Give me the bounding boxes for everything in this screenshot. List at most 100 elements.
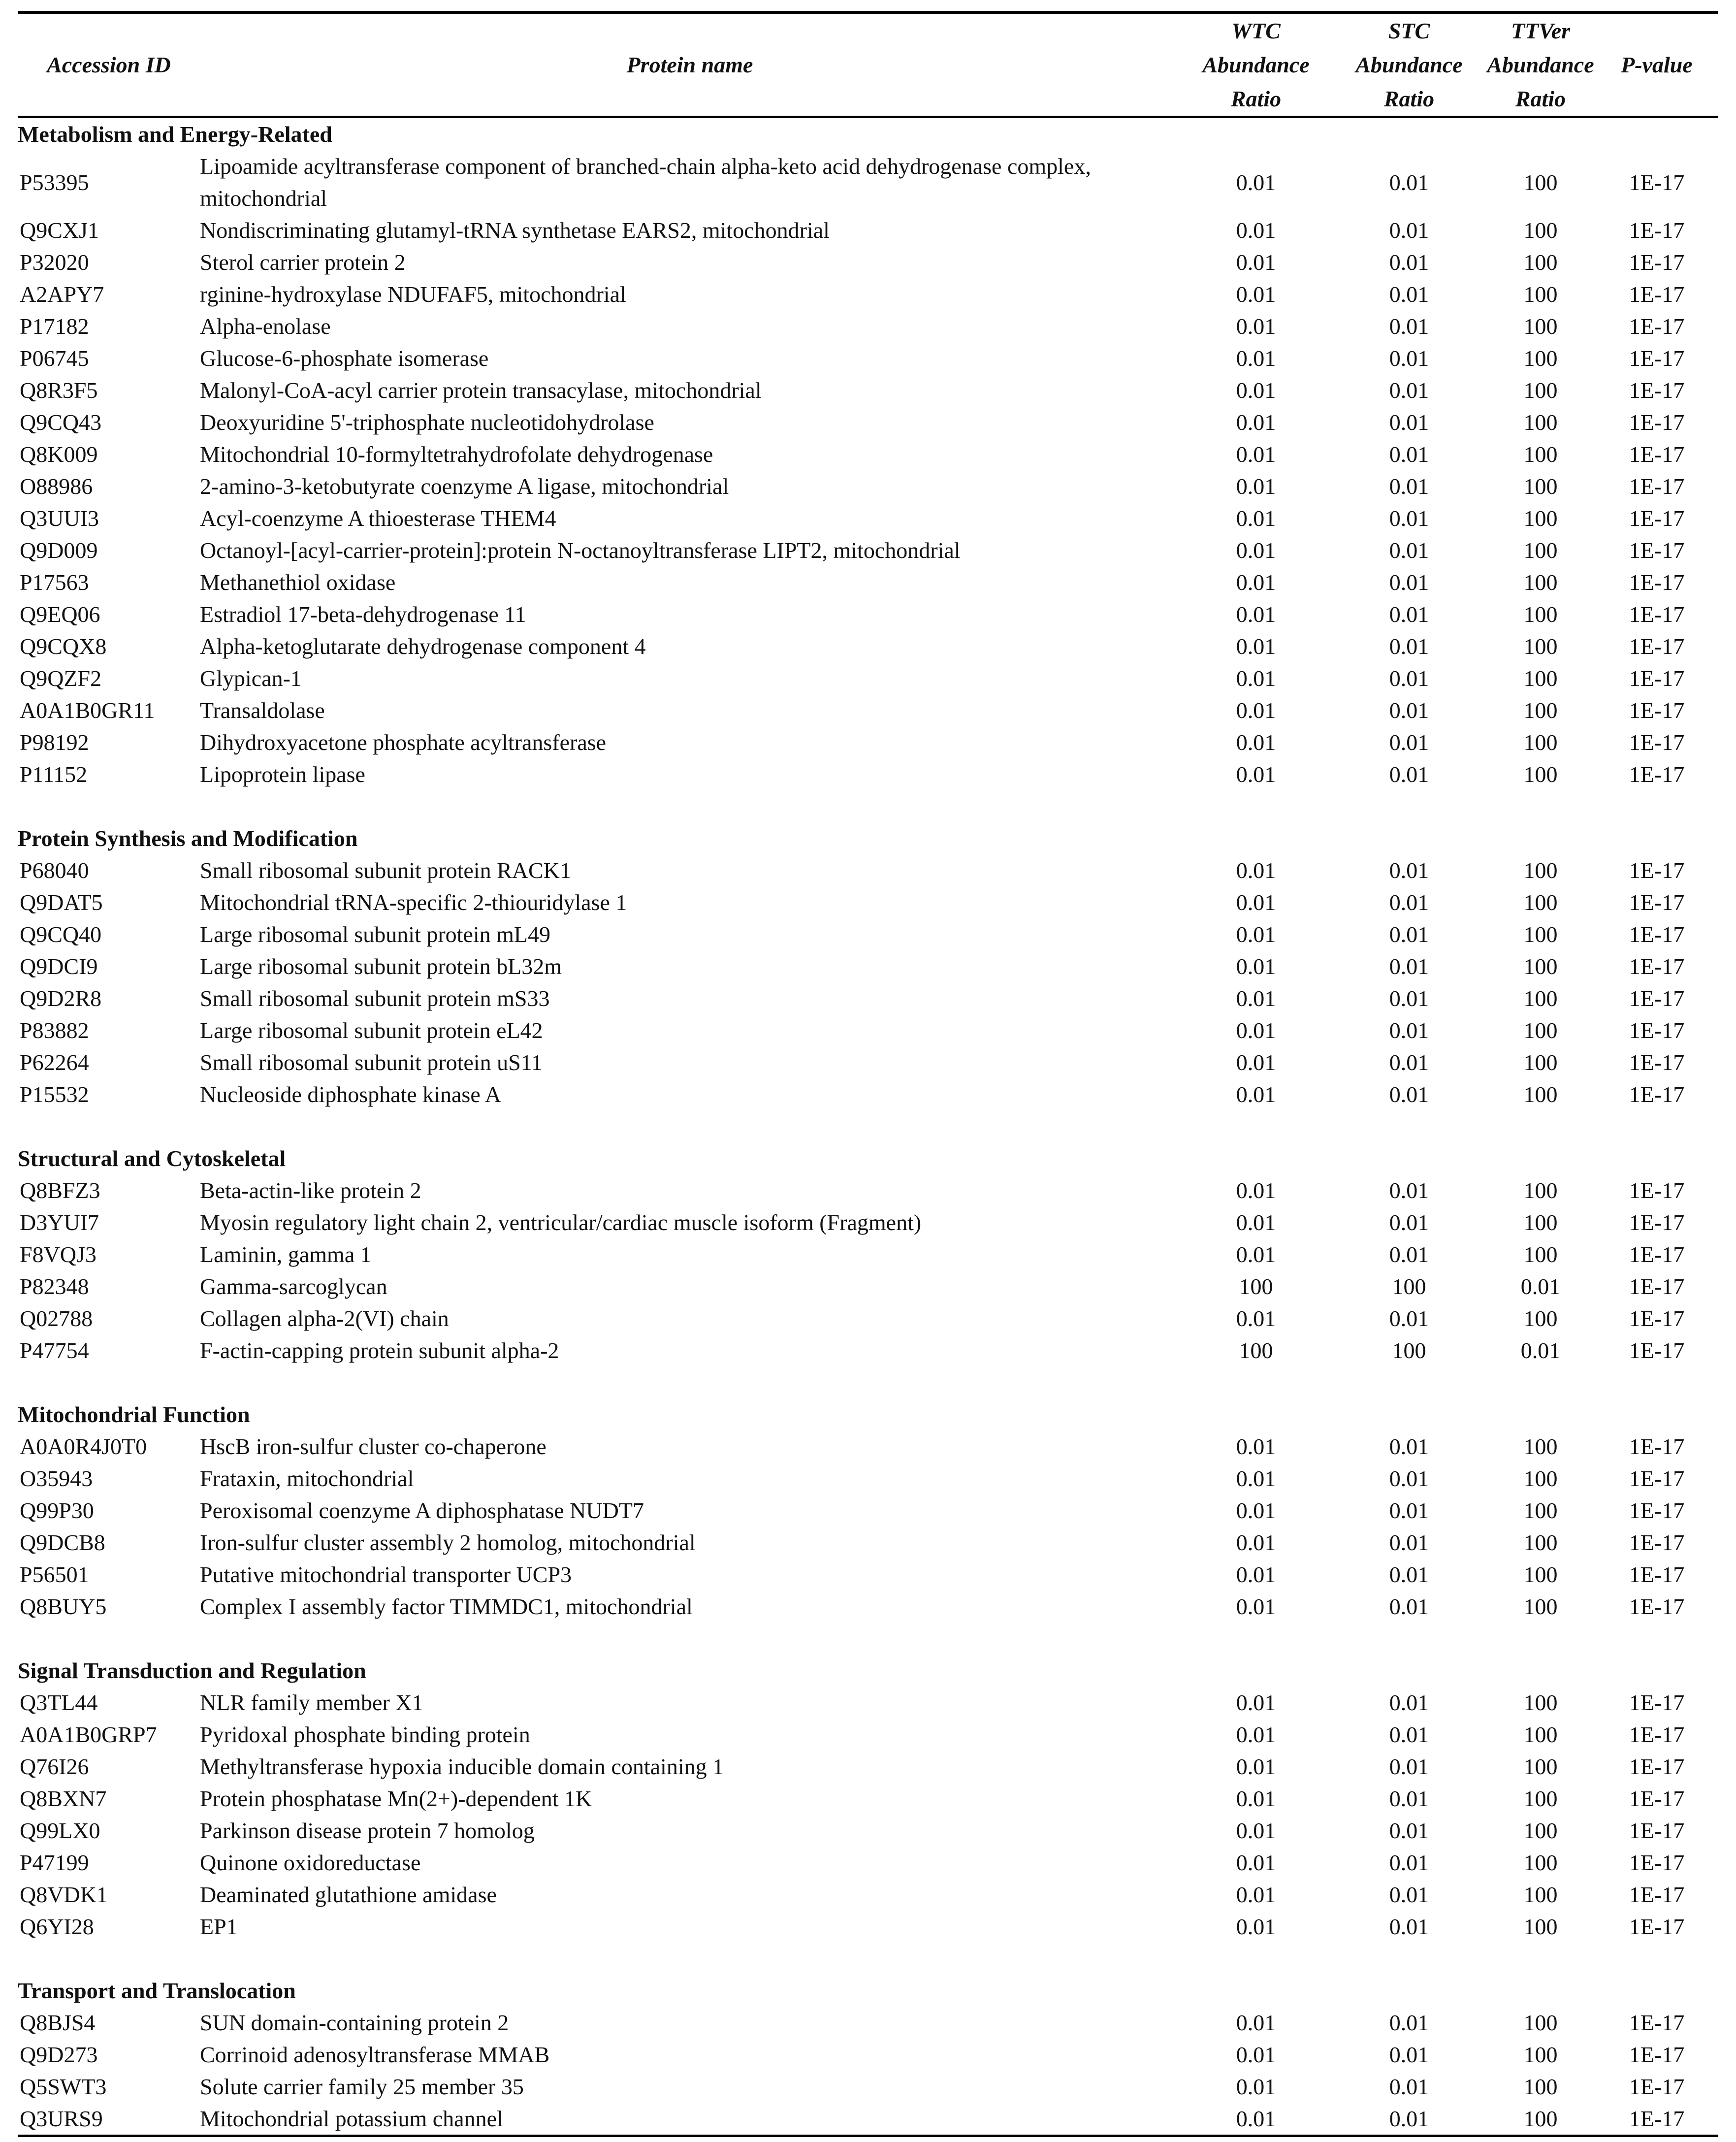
protein-name-cell: Acyl-coenzyme A thioesterase THEM4 — [200, 506, 556, 531]
stc-ratio-cell: 0.01 — [1389, 1754, 1429, 1779]
accession-id-cell: Q9CQX8 — [20, 634, 107, 659]
p-value-cell: 1E-17 — [1629, 986, 1685, 1011]
table-row: Q9CQX8 Alpha-ketoglutarate dehydrogenase … — [18, 630, 1718, 662]
stc-ratio-cell: 0.01 — [1389, 2074, 1429, 2099]
accession-id-cell: P17563 — [20, 570, 89, 595]
section-title: Structural and Cytoskeletal — [18, 1146, 286, 1171]
header-accession-id: Accession ID — [47, 52, 171, 77]
accession-id-cell: P06745 — [20, 346, 89, 371]
p-value-cell: 1E-17 — [1629, 1274, 1685, 1299]
accession-id-cell: P56501 — [20, 1562, 89, 1587]
wtc-ratio-cell: 0.01 — [1236, 169, 1276, 195]
p-value-cell: 1E-17 — [1629, 666, 1685, 691]
accession-id-cell: A2APY7 — [20, 282, 104, 307]
wtc-ratio-cell: 0.01 — [1236, 2010, 1276, 2035]
table-row: F8VQJ3 Laminin, gamma 1 0.01 0.01 100 1E-17 — [18, 1238, 1718, 1270]
accession-id-cell: Q9DCI9 — [20, 954, 98, 979]
ttver-ratio-cell: 100 — [1523, 1050, 1558, 1075]
ttver-ratio-cell: 100 — [1523, 538, 1558, 563]
p-value-cell: 1E-17 — [1629, 538, 1685, 563]
wtc-ratio-cell: 0.01 — [1236, 506, 1276, 531]
accession-id-cell: A0A1B0GRP7 — [20, 1722, 157, 1747]
protein-name-cell: Large ribosomal subunit protein bL32m — [200, 954, 562, 979]
ttver-ratio-cell: 100 — [1523, 218, 1558, 243]
ttver-ratio-cell: 100 — [1523, 282, 1558, 307]
ttver-ratio-cell: 100 — [1523, 1466, 1558, 1491]
ttver-ratio-cell: 100 — [1523, 250, 1558, 275]
header-ttver-ratio: TTVer Abundance Ratio — [1486, 12, 1595, 117]
accession-id-cell: P15532 — [20, 1082, 89, 1107]
table-row: Q8VDK1 Deaminated glutathione amidase 0.01… — [18, 1879, 1718, 1911]
p-value-cell: 1E-17 — [1629, 1786, 1685, 1811]
protein-name-cell: Iron-sulfur cluster assembly 2 homolog, … — [200, 1530, 696, 1555]
header-line: Abundance — [1487, 52, 1594, 77]
section-header-row: Structural and Cytoskeletal — [18, 1142, 1718, 1174]
section-title: Mitochondrial Function — [18, 1402, 250, 1427]
wtc-ratio-cell: 0.01 — [1236, 1562, 1276, 1587]
protein-table-container: Accession ID Protein name WTC Abundance … — [18, 11, 1718, 2137]
ttver-ratio-cell: 100 — [1523, 1754, 1558, 1779]
protein-name-cell: Myosin regulatory light chain 2, ventric… — [200, 1210, 922, 1235]
table-row: A0A1B0GRP7 Pyridoxal phosphate binding pr… — [18, 1719, 1718, 1751]
table-row: Q99P30 Peroxisomal coenzyme A diphosphata… — [18, 1494, 1718, 1526]
table-row: Q8BFZ3 Beta-actin-like protein 2 0.01 0.01 1… — [18, 1174, 1718, 1206]
p-value-cell: 1E-17 — [1629, 169, 1685, 195]
p-value-cell: 1E-17 — [1629, 1338, 1685, 1363]
stc-ratio-cell: 0.01 — [1389, 1210, 1429, 1235]
ttver-ratio-cell: 100 — [1523, 1210, 1558, 1235]
ttver-ratio-cell: 100 — [1523, 378, 1558, 403]
protein-name-cell: Glypican-1 — [200, 666, 302, 691]
wtc-ratio-cell: 0.01 — [1236, 442, 1276, 467]
protein-name-cell: Mitochondrial 10-formyltetrahydrofolate … — [200, 442, 713, 467]
ttver-ratio-cell: 100 — [1523, 1498, 1558, 1523]
protein-name-cell: Large ribosomal subunit protein mL49 — [200, 922, 551, 947]
wtc-ratio-cell: 0.01 — [1236, 1210, 1276, 1235]
stc-ratio-cell: 0.01 — [1389, 730, 1429, 755]
wtc-ratio-cell: 0.01 — [1236, 538, 1276, 563]
stc-ratio-cell: 0.01 — [1389, 410, 1429, 435]
ttver-ratio-cell: 100 — [1523, 730, 1558, 755]
table-row: P11152 Lipoprotein lipase 0.01 0.01 100 1E-17 — [18, 758, 1718, 790]
wtc-ratio-cell: 0.01 — [1236, 986, 1276, 1011]
protein-name-cell: Methanethiol oxidase — [200, 570, 396, 595]
table-row: Q9DCB8 Iron-sulfur cluster assembly 2 hom… — [18, 1526, 1718, 1558]
table-row: P32020 Sterol carrier protein 2 0.01 0.01 10… — [18, 246, 1718, 278]
table-row: P82348 Gamma-sarcoglycan 100 100 0.01 1E-17 — [18, 1270, 1718, 1302]
protein-name-cell: Lipoprotein lipase — [200, 762, 365, 787]
section-header-row: Mitochondrial Function — [18, 1398, 1718, 1430]
header-protein-name: Protein name — [626, 52, 753, 77]
header-line: Abundance — [1202, 52, 1310, 77]
accession-id-cell: A0A1B0GR11 — [20, 698, 155, 723]
wtc-ratio-cell: 0.01 — [1236, 954, 1276, 979]
stc-ratio-cell: 0.01 — [1389, 1722, 1429, 1747]
table-row: A2APY7 rginine-hydroxylase NDUFAF5, mitoc… — [18, 278, 1718, 310]
wtc-ratio-cell: 0.01 — [1236, 1754, 1276, 1779]
ttver-ratio-cell: 100 — [1523, 634, 1558, 659]
protein-name-cell: Nondiscriminating glutamyl-tRNA syntheta… — [200, 218, 830, 243]
stc-ratio-cell: 100 — [1392, 1274, 1426, 1299]
ttver-ratio-cell: 100 — [1523, 1594, 1558, 1619]
p-value-cell: 1E-17 — [1629, 506, 1685, 531]
ttver-ratio-cell: 100 — [1523, 1530, 1558, 1555]
protein-name-cell: Estradiol 17-beta-dehydrogenase 11 — [200, 602, 526, 627]
stc-ratio-cell: 0.01 — [1389, 634, 1429, 659]
protein-name-cell: Deaminated glutathione amidase — [200, 1882, 497, 1907]
protein-name-cell: Solute carrier family 25 member 35 — [200, 2074, 524, 2099]
stc-ratio-cell: 0.01 — [1389, 1082, 1429, 1107]
stc-ratio-cell: 0.01 — [1389, 922, 1429, 947]
p-value-cell: 1E-17 — [1629, 1690, 1685, 1715]
header-line: Ratio — [1515, 86, 1566, 111]
protein-name-cell: Octanoyl-[acyl-carrier-protein]:protein … — [200, 538, 961, 563]
table-row: P83882 Large ribosomal subunit protein eL… — [18, 1014, 1718, 1046]
ttver-ratio-cell: 100 — [1523, 2106, 1558, 2131]
table-row: Q8BXN7 Protein phosphatase Mn(2+)-depende… — [18, 1783, 1718, 1815]
wtc-ratio-cell: 0.01 — [1236, 378, 1276, 403]
ttver-ratio-cell: 100 — [1523, 1082, 1558, 1107]
stc-ratio-cell: 0.01 — [1389, 1466, 1429, 1491]
stc-ratio-cell: 0.01 — [1389, 506, 1429, 531]
wtc-ratio-cell: 0.01 — [1236, 314, 1276, 339]
stc-ratio-cell: 0.01 — [1389, 1914, 1429, 1939]
ttver-ratio-cell: 100 — [1523, 1818, 1558, 1843]
table-row: Q8K009 Mitochondrial 10-formyltetrahydrof… — [18, 438, 1718, 470]
table-row: Q9D273 Corrinoid adenosyltransferase MMAB… — [18, 2039, 1718, 2071]
